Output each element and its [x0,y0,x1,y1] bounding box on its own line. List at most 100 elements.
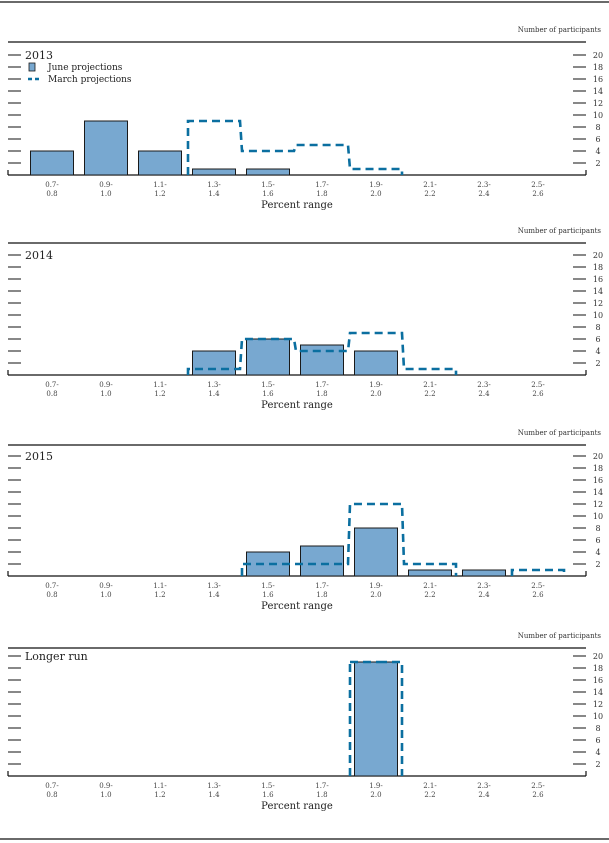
x-tick-label: 1.2 [154,591,165,599]
x-tick-label: 2.1- [423,181,437,189]
x-tick-label: 2.5- [531,181,545,189]
y-tick-label: 8 [595,524,600,533]
x-tick-label: 1.1- [153,782,167,790]
x-tick-label: 2.5- [531,782,545,790]
march-outline [240,502,566,576]
panel-title: 2015 [25,450,53,463]
x-tick-label: 1.3- [207,381,221,389]
x-tick-label: 1.4 [208,791,220,799]
x-tick-label: 2.4 [478,791,490,799]
x-tick-label: 2.1- [423,582,437,590]
y-tick-label: 12 [593,99,603,108]
x-tick-label: 1.9- [369,782,383,790]
panel-title: Longer run [25,650,88,663]
y-unit-label: Number of participants [518,227,602,235]
y-tick-label: 4 [595,548,600,557]
x-tick-label: 1.7- [315,181,329,189]
y-tick-label: 10 [593,311,603,320]
x-tick-label: 2.4 [478,591,490,599]
x-tick-label: 2.2 [424,591,435,599]
y-tick-label: 6 [595,335,600,344]
x-tick-label: 1.6 [262,190,274,198]
y-tick-label: 18 [593,464,603,473]
june-bar [408,569,452,577]
x-axis-title: Percent range [261,801,333,812]
x-tick-label: 2.2 [424,390,435,398]
y-tick-label: 12 [593,299,603,308]
y-unit-label: Number of participants [518,632,602,640]
x-tick-label: 0.7- [45,381,59,389]
y-tick-label: 8 [595,323,600,332]
june-bar [246,168,290,176]
x-tick-label: 1.5- [261,582,275,590]
x-tick-label: 1.5- [261,381,275,389]
y-tick-label: 2 [595,760,600,769]
y-tick-label: 2 [595,159,600,168]
x-tick-label: 1.6 [262,591,274,599]
x-tick-label: 2.2 [424,190,435,198]
x-tick-label: 1.5- [261,181,275,189]
june-bar [192,168,236,176]
y-tick-label: 12 [593,500,603,509]
x-tick-label: 2.5- [531,381,545,389]
x-tick-label: 0.8 [46,390,57,398]
legend-june-swatch [28,62,36,72]
x-tick-label: 1.0 [100,791,111,799]
june-bar [300,344,344,376]
x-tick-label: 2.3- [477,381,491,389]
x-tick-label: 1.6 [262,791,274,799]
x-axis-title: Percent range [261,601,333,612]
x-tick-label: 1.1- [153,381,167,389]
y-tick-label: 6 [595,536,600,545]
x-tick-label: 1.6 [262,390,274,398]
y-tick-label: 20 [593,452,603,461]
x-axis-title: Percent range [261,400,333,411]
june-bar [30,150,74,176]
x-tick-label: 0.9- [99,782,113,790]
y-tick-label: 10 [593,712,603,721]
june-bar [354,527,398,577]
x-tick-label: 0.8 [46,591,57,599]
y-unit-label: Number of participants [518,26,602,34]
y-tick-label: 8 [595,724,600,733]
y-tick-label: 20 [593,251,603,260]
x-tick-label: 2.3- [477,582,491,590]
x-tick-label: 2.6 [532,791,544,799]
x-tick-label: 1.4 [208,591,220,599]
june-bar [138,150,182,176]
x-tick-label: 1.8 [316,390,327,398]
x-tick-label: 2.1- [423,381,437,389]
x-tick-label: 1.7- [315,582,329,590]
y-tick-label: 20 [593,51,603,60]
panel-title: 2014 [25,249,53,262]
y-tick-label: 2 [595,359,600,368]
x-axis-title: Percent range [261,200,333,211]
y-tick-label: 18 [593,63,603,72]
panel-2014: Number of participants 2 4 6 8 10 12 14 16 18 20 20… [7,227,603,411]
y-tick-label: 4 [595,147,600,156]
y-tick-label: 12 [593,700,603,709]
y-tick-label: 10 [593,111,603,120]
june-bar [462,569,506,577]
x-tick-label: 2.0 [370,390,381,398]
june-bar [192,350,236,376]
y-tick-label: 16 [593,75,603,84]
x-tick-label: 0.9- [99,582,113,590]
june-bar [354,661,398,777]
x-tick-label: 2.2 [424,791,435,799]
y-tick-label: 4 [595,347,600,356]
y-tick-label: 16 [593,275,603,284]
x-tick-label: 2.0 [370,591,381,599]
y-tick-label: 18 [593,664,603,673]
x-tick-label: 1.8 [316,190,327,198]
y-tick-label: 14 [593,287,603,296]
x-tick-label: 0.7- [45,782,59,790]
panel-2013: Number of participants 2 4 6 8 10 12 14 16 18 20 20… [7,26,603,211]
x-tick-label: 2.1- [423,782,437,790]
x-tick-label: 0.7- [45,181,59,189]
x-tick-label: 2.6 [532,591,544,599]
x-tick-label: 0.9- [99,181,113,189]
march-outline [186,331,458,375]
x-tick-label: 2.6 [532,390,544,398]
